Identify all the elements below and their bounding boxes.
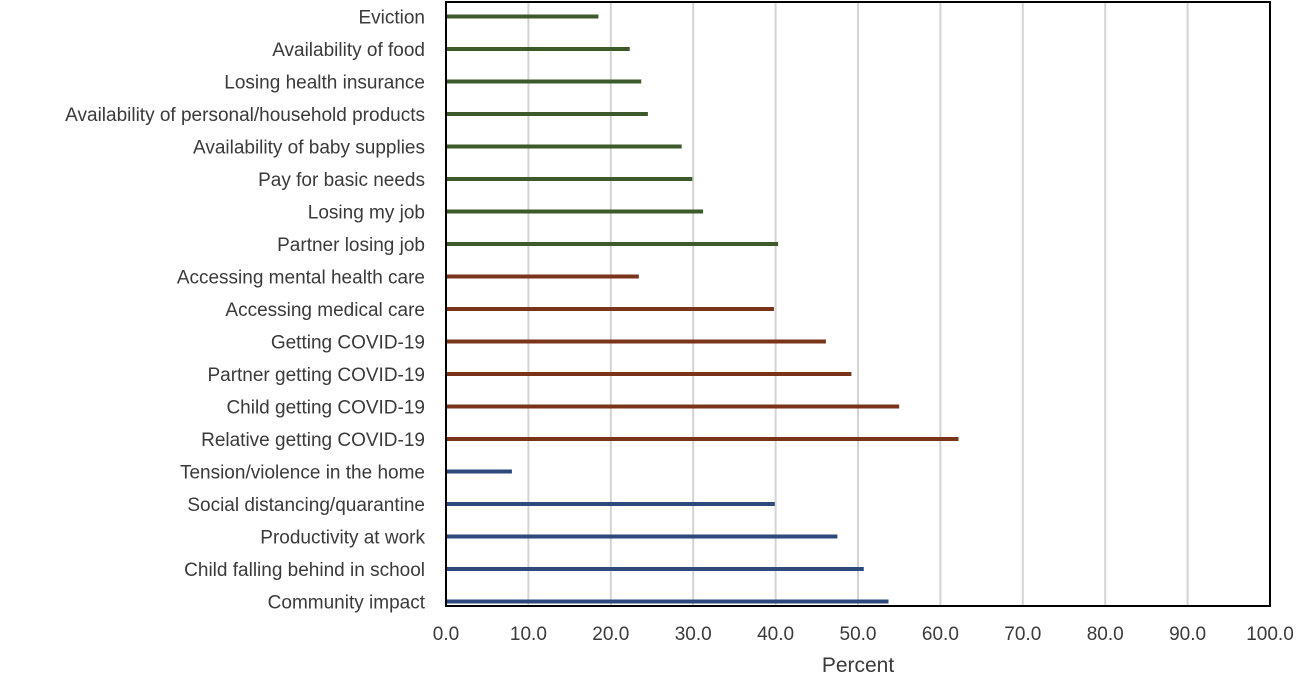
bar	[446, 469, 512, 474]
category-label: Partner losing job	[277, 235, 425, 256]
category-labels: Eviction Availability of food Losing healt…	[65, 8, 426, 614]
category-label: Accessing medical care	[225, 300, 425, 321]
x-tick-label: 100.0	[1246, 624, 1294, 645]
bar	[446, 372, 852, 376]
category-label: Community impact	[268, 593, 426, 614]
x-tick-label: 20.0	[592, 624, 629, 645]
category-label: Eviction	[358, 8, 425, 29]
category-label: Losing health insurance	[224, 73, 425, 94]
category-label: Availability of baby supplies	[193, 138, 425, 159]
bar	[446, 437, 959, 441]
category-label: Social distancing/quarantine	[187, 495, 425, 516]
category-label: Availability of personal/household produ…	[65, 105, 425, 126]
x-axis-title: Percent	[822, 654, 895, 677]
x-tick-label: 70.0	[1004, 624, 1041, 645]
x-tick-labels: 0.0 10.0 20.0 30.0 40.0 50.0 60.0 70.0 80.0 90.0 1…	[433, 624, 1294, 645]
bar	[446, 307, 774, 311]
plot-frame	[445, 1, 1271, 607]
bar	[446, 242, 779, 246]
bar	[446, 339, 826, 344]
category-label: Productivity at work	[260, 528, 425, 549]
category-label: Getting COVID-19	[271, 333, 425, 354]
x-tick-label: 40.0	[757, 624, 794, 645]
bar	[446, 209, 704, 214]
category-label: Tension/violence in the home	[180, 463, 425, 484]
x-tick-label: 60.0	[922, 624, 959, 645]
bar	[446, 112, 648, 116]
x-tick-label: 30.0	[675, 624, 712, 645]
bar	[446, 599, 889, 604]
bar	[446, 534, 838, 539]
category-label: Losing my job	[308, 203, 425, 224]
bar	[446, 274, 639, 279]
category-label: Child falling behind in school	[184, 560, 425, 581]
bars	[446, 14, 959, 604]
bar	[446, 502, 775, 506]
x-tick-label: 90.0	[1169, 624, 1206, 645]
category-label: Relative getting COVID-19	[201, 430, 425, 451]
category-label: Child getting COVID-19	[226, 398, 425, 419]
category-label: Availability of food	[272, 40, 425, 61]
bar	[446, 144, 682, 149]
x-tick-label: 80.0	[1087, 624, 1124, 645]
bar	[446, 177, 693, 181]
bar	[446, 79, 642, 84]
category-label: Accessing mental health care	[177, 268, 425, 289]
gridlines	[527, 2, 1189, 606]
x-tick-label: 0.0	[433, 624, 459, 645]
x-tick-label: 10.0	[510, 624, 547, 645]
bar	[446, 567, 864, 571]
category-label: Partner getting COVID-19	[207, 365, 425, 386]
x-tick-label: 50.0	[840, 624, 877, 645]
bar	[446, 14, 599, 19]
bar	[446, 47, 630, 51]
category-label: Pay for basic needs	[258, 170, 425, 191]
bar	[446, 404, 900, 409]
